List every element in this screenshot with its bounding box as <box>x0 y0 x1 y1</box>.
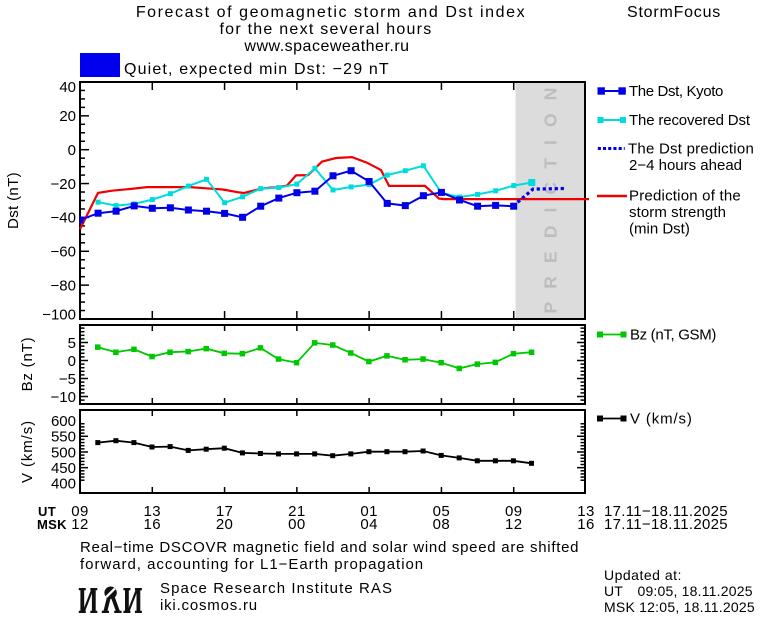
svg-text:StormFocus: StormFocus <box>627 4 721 21</box>
svg-text:01: 01 <box>360 503 378 520</box>
svg-text:−80: −80 <box>51 277 76 294</box>
svg-text:Forecast of geomagnetic storm: Forecast of geomagnetic storm and Dst in… <box>136 4 526 21</box>
svg-text:21: 21 <box>288 503 306 520</box>
svg-text:Dst (nT): Dst (nT) <box>5 172 22 229</box>
svg-text:−60: −60 <box>51 244 76 261</box>
svg-text:600: 600 <box>51 413 76 430</box>
svg-text:−10: −10 <box>51 389 76 406</box>
svg-text:−40: −40 <box>51 210 76 227</box>
svg-text:storm strength: storm strength <box>629 204 726 221</box>
svg-text:17.11−18.11.2025: 17.11−18.11.2025 <box>604 503 728 520</box>
svg-text:The recovered Dst: The recovered Dst <box>629 112 751 129</box>
svg-text:Real−time DSCOVR magnetic fiel: Real−time DSCOVR magnetic field and sola… <box>80 539 579 556</box>
svg-text:MSK 12:05, 18.11.2025: MSK 12:05, 18.11.2025 <box>604 599 755 615</box>
svg-text:for the next several hours: for the next several hours <box>219 21 432 38</box>
svg-text:5: 5 <box>68 335 76 352</box>
svg-text:UT 09:05, 18.11.2025: UT 09:05, 18.11.2025 <box>604 583 753 599</box>
svg-text:V (km/s): V (km/s) <box>19 420 36 483</box>
svg-text:−100: −100 <box>42 307 76 324</box>
svg-text:(min Dst): (min Dst) <box>629 221 690 238</box>
svg-text:www.spaceweather.ru: www.spaceweather.ru <box>243 38 409 55</box>
svg-text:MSK: MSK <box>37 517 67 532</box>
svg-text:09: 09 <box>71 503 89 520</box>
svg-text:20: 20 <box>216 516 234 533</box>
svg-text:Prediction of the: Prediction of the <box>629 188 741 205</box>
svg-text:05: 05 <box>433 503 451 520</box>
svg-text:08: 08 <box>433 516 451 533</box>
svg-text:13: 13 <box>144 503 162 520</box>
svg-text:0: 0 <box>68 353 76 370</box>
svg-text:iki.cosmos.ru: iki.cosmos.ru <box>160 597 258 614</box>
svg-text:17.11−18.11.2025: 17.11−18.11.2025 <box>604 516 728 533</box>
svg-text:09: 09 <box>505 503 523 520</box>
svg-text:forward, accounting for L1−Ear: forward, accounting for L1−Earth propaga… <box>80 556 424 573</box>
svg-text:UT: UT <box>38 504 56 519</box>
svg-text:40: 40 <box>59 79 76 96</box>
svg-text:Bz (nT, GSM): Bz (nT, GSM) <box>630 327 716 344</box>
svg-text:0: 0 <box>68 142 76 159</box>
svg-text:V (km/s): V (km/s) <box>630 411 693 428</box>
svg-text:17: 17 <box>216 503 234 520</box>
svg-text:PREDICTION: PREDICTION <box>541 75 561 314</box>
svg-text:16: 16 <box>577 516 595 533</box>
svg-text:20: 20 <box>59 108 76 125</box>
svg-text:12: 12 <box>71 516 89 533</box>
svg-text:The Dst, Kyoto: The Dst, Kyoto <box>629 83 723 100</box>
svg-text:450: 450 <box>51 460 76 477</box>
svg-text:550: 550 <box>51 429 76 446</box>
svg-text:400: 400 <box>51 476 76 493</box>
svg-text:16: 16 <box>144 516 162 533</box>
svg-text:500: 500 <box>51 444 76 461</box>
svg-text:04: 04 <box>360 516 378 533</box>
svg-text:2−4 hours ahead: 2−4 hours ahead <box>629 157 742 174</box>
svg-text:Quiet, expected min Dst: −29 n: Quiet, expected min Dst: −29 nT <box>124 61 390 78</box>
svg-text:The Dst prediction: The Dst prediction <box>628 141 754 158</box>
svg-text:Bz (nT): Bz (nT) <box>19 337 36 392</box>
svg-text:00: 00 <box>288 516 306 533</box>
svg-text:Updated at:: Updated at: <box>604 567 682 583</box>
svg-text:−5: −5 <box>59 371 76 388</box>
svg-text:−20: −20 <box>51 176 76 193</box>
svg-text:Space Research Institute RAS: Space Research Institute RAS <box>160 580 393 597</box>
svg-text:13: 13 <box>577 503 595 520</box>
svg-text:12: 12 <box>505 516 523 533</box>
